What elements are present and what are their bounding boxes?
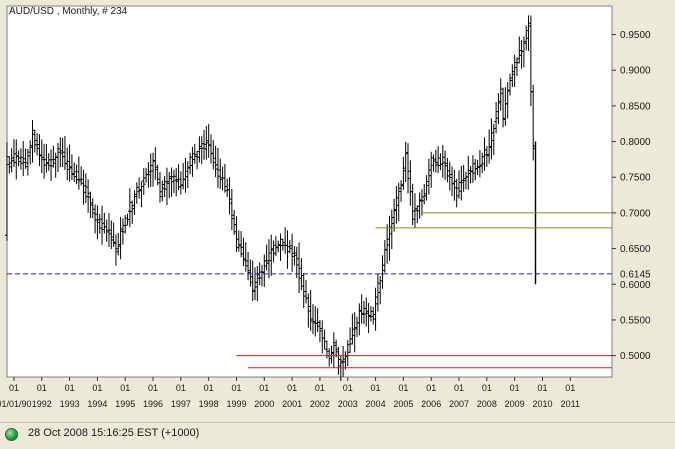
- x-tick-month-label: 01: [259, 383, 269, 393]
- x-tick-month-label: 01: [510, 383, 520, 393]
- y-tick-label: 0.7500: [620, 173, 651, 184]
- chart-title: AUD/USD , Monthly, # 234: [9, 6, 128, 17]
- x-tick-month-label: 01: [148, 383, 158, 393]
- x-tick-year-label: 2005: [393, 399, 413, 409]
- x-tick-month-label: 01: [482, 383, 492, 393]
- y-tick-label: 0.6500: [620, 244, 651, 255]
- connection-status-icon: [5, 428, 18, 441]
- status-bar: 28 Oct 2008 15:16:25 EST (+1000): [0, 422, 675, 445]
- trend-lines: 0.6145: [7, 212, 651, 369]
- x-tick-year-label: 1993: [60, 399, 80, 409]
- y-axis: 0.5000 0.5500 0.6000 0.6500 0.7000 0.7500 0.80…: [612, 30, 651, 362]
- x-tick-month-label: 01: [176, 383, 186, 393]
- plot-area: [6, 5, 613, 378]
- x-tick-year-label: 2000: [254, 399, 274, 409]
- x-tick-year-label: 2007: [449, 399, 469, 409]
- y-tick-label: 0.8500: [620, 101, 651, 112]
- status-timestamp: 28 Oct 2008 15:16:25 EST (+1000): [28, 427, 200, 439]
- x-tick-month-label: 01: [343, 383, 353, 393]
- x-tick-month-label: 01: [426, 383, 436, 393]
- x-tick-month-label: 01: [231, 383, 241, 393]
- x-tick-month-label: 01: [287, 383, 297, 393]
- x-tick-month-label: 01: [537, 383, 547, 393]
- x-tick-year-label: 2006: [421, 399, 441, 409]
- x-tick-year-label: 2002: [310, 399, 330, 409]
- x-tick-year-label: 1994: [87, 399, 107, 409]
- x-tick-year-label: 01/01/90: [0, 399, 31, 409]
- x-tick-year-label: 2010: [532, 399, 552, 409]
- x-tick-year-label: 2004: [366, 399, 386, 409]
- x-tick-month-label: 01: [65, 383, 75, 393]
- y-tick-label: 0.5500: [620, 315, 651, 326]
- x-tick-month-label: 01: [398, 383, 408, 393]
- x-tick-month-label: 01: [120, 383, 130, 393]
- y-tick-label: 0.5000: [620, 351, 651, 362]
- x-tick-year-label: 1997: [171, 399, 191, 409]
- y-tick-label: 0.6000: [620, 280, 651, 291]
- x-tick-year-label: 2011: [561, 399, 580, 409]
- x-tick-year-label: 1998: [199, 399, 219, 409]
- x-tick-year-label: 1996: [143, 399, 163, 409]
- y-tick-label: 0.7000: [620, 208, 651, 219]
- x-tick-year-label: 2009: [505, 399, 525, 409]
- x-tick-year-label: 1995: [115, 399, 135, 409]
- x-tick-year-label: 2001: [282, 399, 302, 409]
- y-tick-label: 0.9000: [620, 66, 651, 77]
- x-tick-month-label: 01: [37, 383, 47, 393]
- x-tick-year-label: 1999: [226, 399, 246, 409]
- y-tick-label: 0.9500: [620, 30, 651, 41]
- x-tick-year-label: 2003: [338, 399, 358, 409]
- x-tick-year-label: 1992: [32, 399, 52, 409]
- x-tick-month-label: 01: [315, 383, 325, 393]
- x-axis: 01 01/01/90 01 1992 01 1993 01 1994 01 1995 01 1996…: [0, 377, 580, 409]
- x-tick-month-label: 01: [565, 383, 575, 393]
- x-tick-month-label: 01: [9, 383, 19, 393]
- x-tick-year-label: 2008: [477, 399, 497, 409]
- x-tick-month-label: 01: [371, 383, 381, 393]
- x-tick-month-label: 01: [454, 383, 464, 393]
- y-tick-label: 0.8000: [620, 137, 651, 148]
- x-tick-month-label: 01: [92, 383, 102, 393]
- x-tick-month-label: 01: [204, 383, 214, 393]
- last-price-label: 0.6145: [620, 269, 651, 280]
